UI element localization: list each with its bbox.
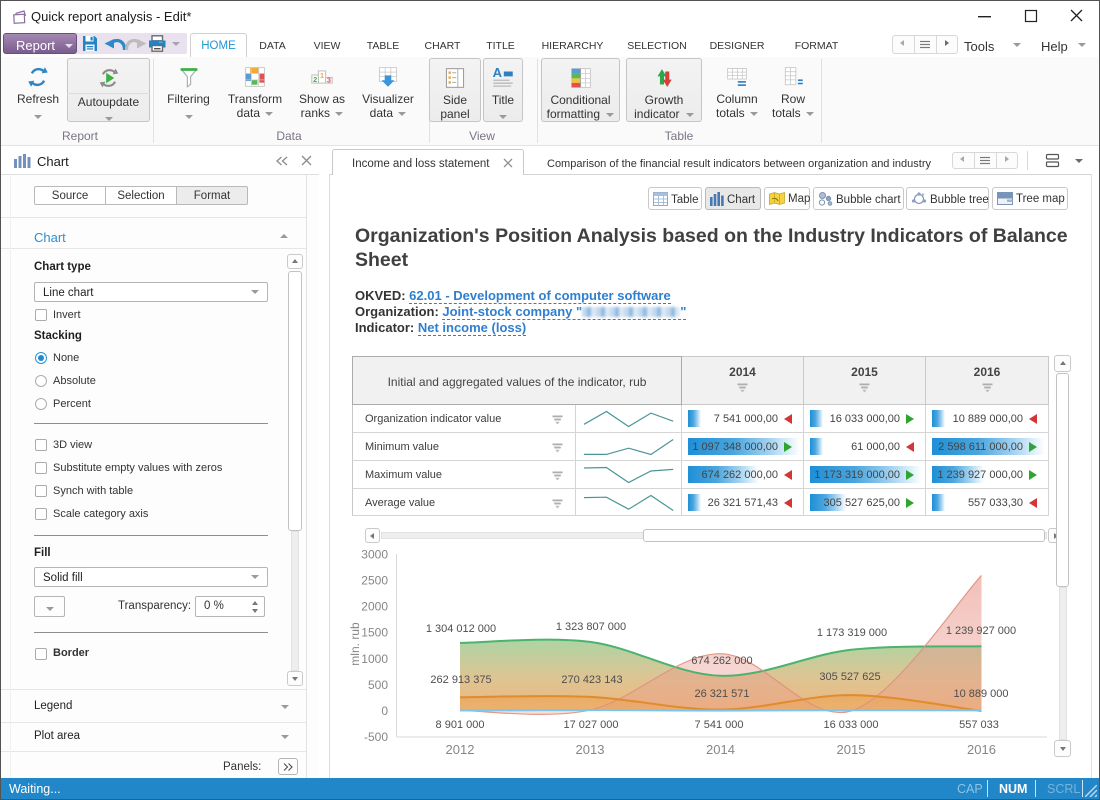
svg-text:1 304 012 000: 1 304 012 000 bbox=[426, 623, 496, 635]
svg-text:1000: 1000 bbox=[361, 652, 388, 666]
svg-text:26 321 571: 26 321 571 bbox=[694, 688, 749, 700]
svg-text:3: 3 bbox=[327, 76, 331, 85]
svg-text:mln. rub: mln. rub bbox=[348, 622, 362, 666]
svg-text:500: 500 bbox=[368, 678, 388, 692]
svg-text:A: A bbox=[493, 65, 503, 80]
svg-text:-500: -500 bbox=[364, 730, 388, 744]
svg-text:2013: 2013 bbox=[576, 742, 605, 757]
svg-text:674 262 000: 674 262 000 bbox=[691, 655, 752, 667]
svg-text:557 033: 557 033 bbox=[959, 719, 999, 731]
svg-text:2014: 2014 bbox=[706, 742, 735, 757]
svg-text:2500: 2500 bbox=[361, 574, 388, 588]
svg-text:305 527 625: 305 527 625 bbox=[819, 671, 880, 683]
svg-text:16 033 000: 16 033 000 bbox=[823, 719, 878, 731]
svg-text:2012: 2012 bbox=[446, 742, 475, 757]
svg-text:270 423 143: 270 423 143 bbox=[561, 674, 622, 686]
svg-text:1500: 1500 bbox=[361, 626, 388, 640]
svg-text:2015: 2015 bbox=[837, 742, 866, 757]
svg-text:2016: 2016 bbox=[967, 742, 996, 757]
svg-text:7 541 000: 7 541 000 bbox=[695, 719, 744, 731]
svg-text:0: 0 bbox=[381, 704, 388, 718]
svg-text:17 027 000: 17 027 000 bbox=[563, 719, 618, 731]
svg-text:2000: 2000 bbox=[361, 600, 388, 614]
svg-text:1 173 319 000: 1 173 319 000 bbox=[817, 627, 887, 639]
svg-text:1 239 927 000: 1 239 927 000 bbox=[946, 625, 1016, 637]
svg-text:2: 2 bbox=[313, 75, 317, 84]
svg-text:3000: 3000 bbox=[361, 547, 388, 561]
svg-text:262 913 375: 262 913 375 bbox=[430, 674, 491, 686]
svg-text:10 889 000: 10 889 000 bbox=[953, 688, 1008, 700]
svg-text:8 901 000: 8 901 000 bbox=[436, 719, 485, 731]
svg-text:1: 1 bbox=[320, 71, 324, 80]
svg-text:1 323 807 000: 1 323 807 000 bbox=[556, 621, 626, 633]
